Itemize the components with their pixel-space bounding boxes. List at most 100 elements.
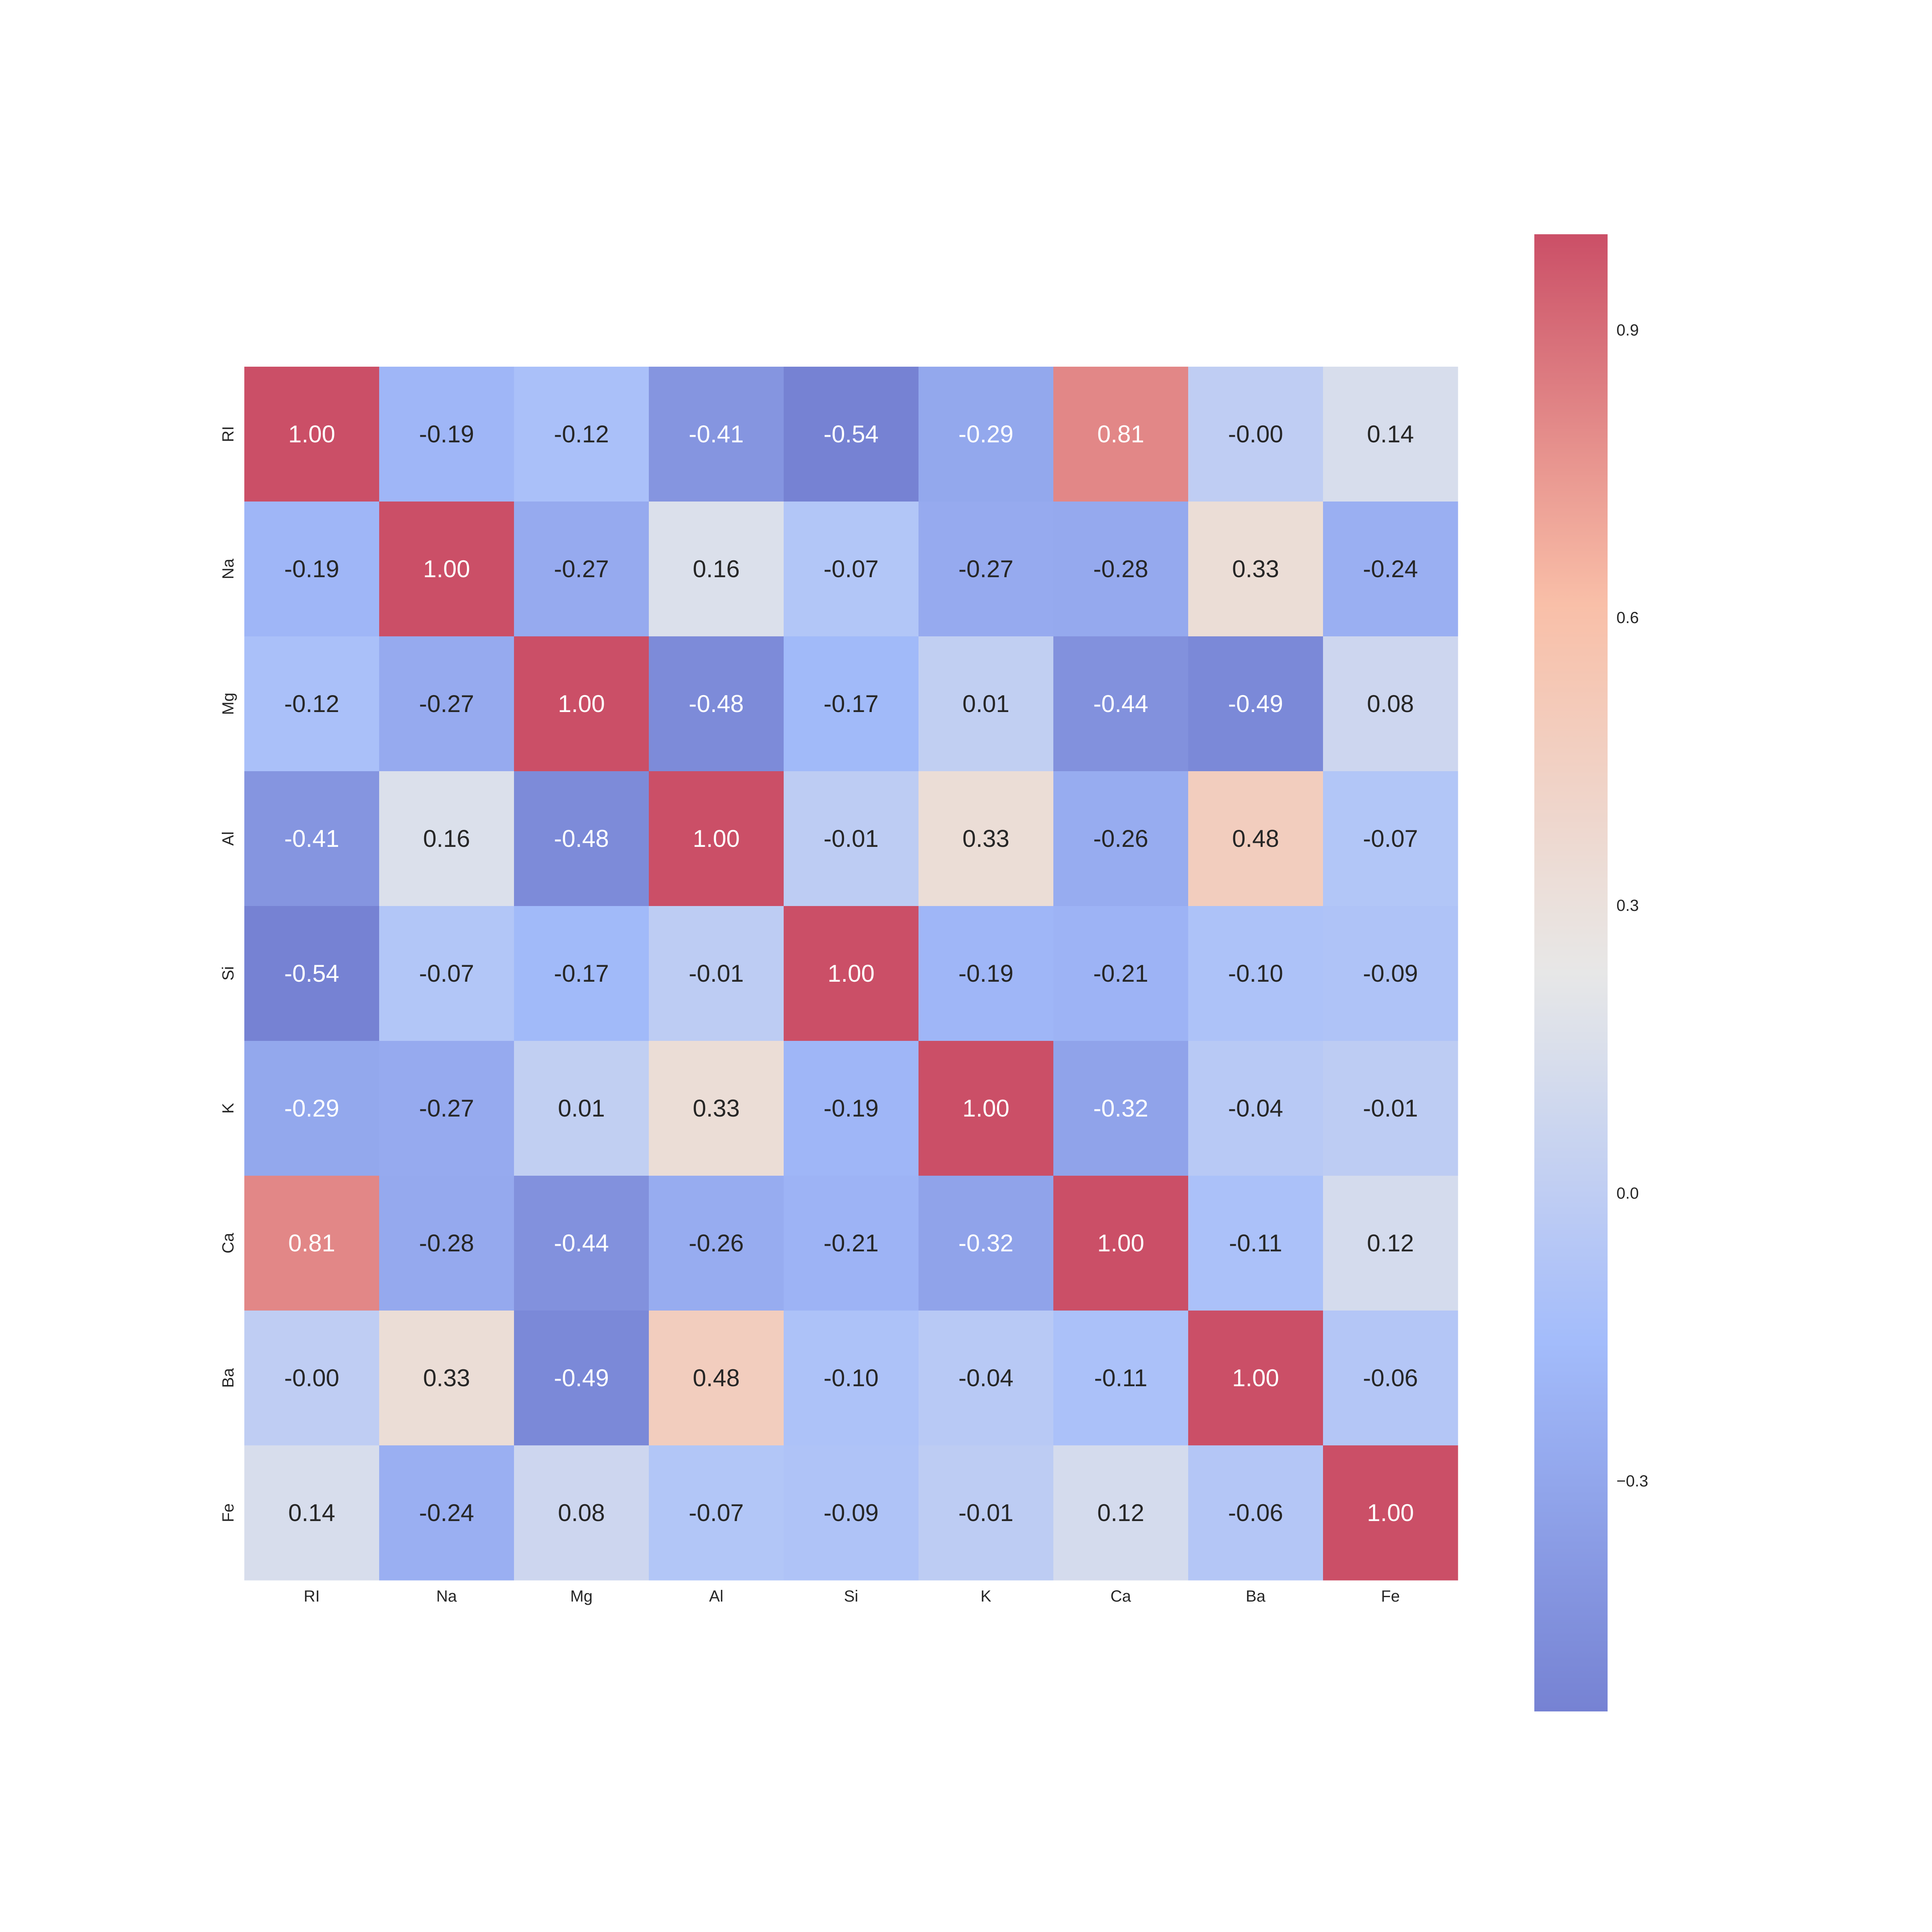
heatmap-cell-label: -0.07 (419, 960, 474, 987)
heatmap-cell-label: -0.26 (689, 1230, 744, 1257)
heatmap-cell-Na-Si (784, 502, 919, 637)
heatmap-cell-label: -0.19 (958, 960, 1013, 987)
heatmap-cell-label: -0.04 (1228, 1095, 1283, 1122)
heatmap-cell-Mg-Si (784, 636, 919, 772)
heatmap-cell-Mg-Mg (514, 636, 649, 772)
heatmap-cell-label: -0.19 (284, 555, 339, 582)
heatmap-cell-label: -0.11 (1229, 1230, 1282, 1257)
heatmap-cell-Ba-K (919, 1311, 1054, 1446)
x-tick-label: Al (709, 1587, 724, 1605)
heatmap-cell-Al-RI (244, 771, 380, 906)
heatmap-cell-label: 1.00 (1232, 1364, 1279, 1391)
heatmap-cell-label: -0.17 (824, 690, 879, 717)
heatmap-cell-Ca-Mg (514, 1176, 649, 1311)
heatmap-cell-label: -0.09 (1363, 960, 1418, 987)
heatmap-cell-label: 0.48 (693, 1364, 740, 1391)
heatmap-cell-label: 0.12 (1097, 1499, 1144, 1526)
x-tick-label: Ba (1246, 1587, 1266, 1605)
heatmap-cell-RI-Si (784, 367, 919, 502)
heatmap-cell-Ba-RI (244, 1311, 380, 1446)
heatmap-cell-Na-K (919, 502, 1054, 637)
heatmap-cell-Mg-RI (244, 636, 380, 772)
heatmap-cell-label: 1.00 (1097, 1230, 1144, 1257)
heatmap-cell-label: -0.29 (284, 1095, 339, 1122)
heatmap-cell-label: -0.09 (824, 1499, 879, 1526)
heatmap-cell-label: -0.19 (419, 421, 474, 448)
heatmap-cell-label: -0.07 (1363, 825, 1418, 852)
heatmap-cell-Fe-K (919, 1445, 1054, 1581)
heatmap-cell-Na-RI (244, 502, 380, 637)
heatmap-cell-Al-K (919, 771, 1054, 906)
heatmap-cell-label: -0.21 (1093, 960, 1148, 987)
x-tick-label: Na (436, 1587, 457, 1605)
heatmap-cell-label: -0.54 (824, 421, 879, 448)
heatmap-cell-label: -0.06 (1228, 1499, 1283, 1526)
heatmap-cell-label: 0.33 (1232, 555, 1279, 582)
heatmap-cell-K-Al (649, 1041, 784, 1176)
colorbar-gradient (1534, 234, 1608, 1711)
heatmap-cell-label: -0.24 (419, 1499, 474, 1526)
heatmap-cell-Na-Ca (1053, 502, 1189, 637)
heatmap-cell-label: -0.07 (689, 1499, 744, 1526)
heatmap-cell-label: -0.27 (419, 690, 474, 717)
heatmap-cell-Ba-Ba (1188, 1311, 1323, 1446)
y-tick-label: Ba (219, 1368, 237, 1388)
heatmap-cell-K-Si (784, 1041, 919, 1176)
heatmap-cell-label: -0.10 (824, 1364, 879, 1391)
heatmap-cell-Mg-Al (649, 636, 784, 772)
heatmap-cell-label: -0.48 (554, 825, 609, 852)
y-tick-label: Fe (219, 1503, 237, 1522)
heatmap-cell-label: 0.48 (1232, 825, 1279, 852)
heatmap-cell-Si-Na (379, 906, 514, 1041)
heatmap-cell-label: -0.27 (958, 555, 1013, 582)
heatmap-cell-label: -0.49 (554, 1364, 609, 1391)
heatmap-cell-Si-Ba (1188, 906, 1323, 1041)
heatmap-cell-Ca-Fe (1323, 1176, 1458, 1311)
heatmap-cell-Mg-Ba (1188, 636, 1323, 772)
y-axis-tick-labels: RI Na Mg Al Si K Ca Ba Fe (219, 426, 237, 1522)
heatmap-cell-Si-Ca (1053, 906, 1189, 1041)
heatmap-cell-Ca-Ba (1188, 1176, 1323, 1311)
heatmap-cell-label: -0.26 (1093, 825, 1148, 852)
heatmap-cell-label: 0.81 (288, 1230, 335, 1257)
y-tick-label: Ca (219, 1232, 237, 1253)
heatmap-cell-label: -0.00 (1228, 421, 1283, 448)
heatmap-cell-label: 1.00 (693, 825, 740, 852)
heatmap-cell-label: -0.54 (284, 960, 339, 987)
x-axis-tick-labels: RI Na Mg Al Si K Ca Ba Fe (304, 1587, 1400, 1605)
heatmap-cell-label: 0.16 (423, 825, 470, 852)
heatmap-cell-label: 0.14 (288, 1499, 335, 1526)
heatmap-cell-Fe-Al (649, 1445, 784, 1581)
heatmap-cell-label: 0.33 (693, 1095, 740, 1122)
heatmap-cell-label: -0.48 (689, 690, 744, 717)
heatmap-cell-label: -0.17 (554, 960, 609, 987)
heatmap-cell-label: 0.33 (962, 825, 1009, 852)
heatmap-cell-labels: 1.00 -0.19 -0.12 -0.41 -0.54 -0.29 0.81 -0.00 0.… (284, 421, 1418, 1526)
x-tick-label: Mg (570, 1587, 593, 1605)
heatmap-cell-RI-Fe (1323, 367, 1458, 502)
heatmap-cell-Na-Fe (1323, 502, 1458, 637)
heatmap-cell-Na-Al (649, 502, 784, 637)
colorbar-tick-label: 0.9 (1616, 321, 1639, 339)
heatmap-cell-label: -0.01 (689, 960, 744, 987)
y-tick-label: Mg (219, 693, 237, 715)
colorbar-tick-label: −0.3 (1616, 1472, 1648, 1490)
x-tick-label: Ca (1110, 1587, 1131, 1605)
heatmap-cell-label: 0.01 (558, 1095, 605, 1122)
heatmap-cell-Fe-Na (379, 1445, 514, 1581)
heatmap-cell-label: -0.21 (824, 1230, 879, 1257)
heatmap-cell-Si-Al (649, 906, 784, 1041)
heatmap-cell-label: 0.16 (693, 555, 740, 582)
heatmap-cell-RI-Na (379, 367, 514, 502)
heatmap-cell-label: 0.14 (1367, 421, 1414, 448)
heatmap-cell-label: 1.00 (558, 690, 605, 717)
heatmap-cell-Na-Mg (514, 502, 649, 637)
colorbar: 0.9 0.6 0.3 0.0 −0.3 (1534, 234, 1648, 1711)
heatmap-cell-Si-Mg (514, 906, 649, 1041)
heatmap-cell-Al-Ca (1053, 771, 1189, 906)
colorbar-tick-label: 0.6 (1616, 609, 1639, 627)
heatmap-cell-Ba-Si (784, 1311, 919, 1446)
heatmap-cell-label: 1.00 (962, 1095, 1009, 1122)
heatmap-cell-label: -0.44 (1093, 690, 1148, 717)
